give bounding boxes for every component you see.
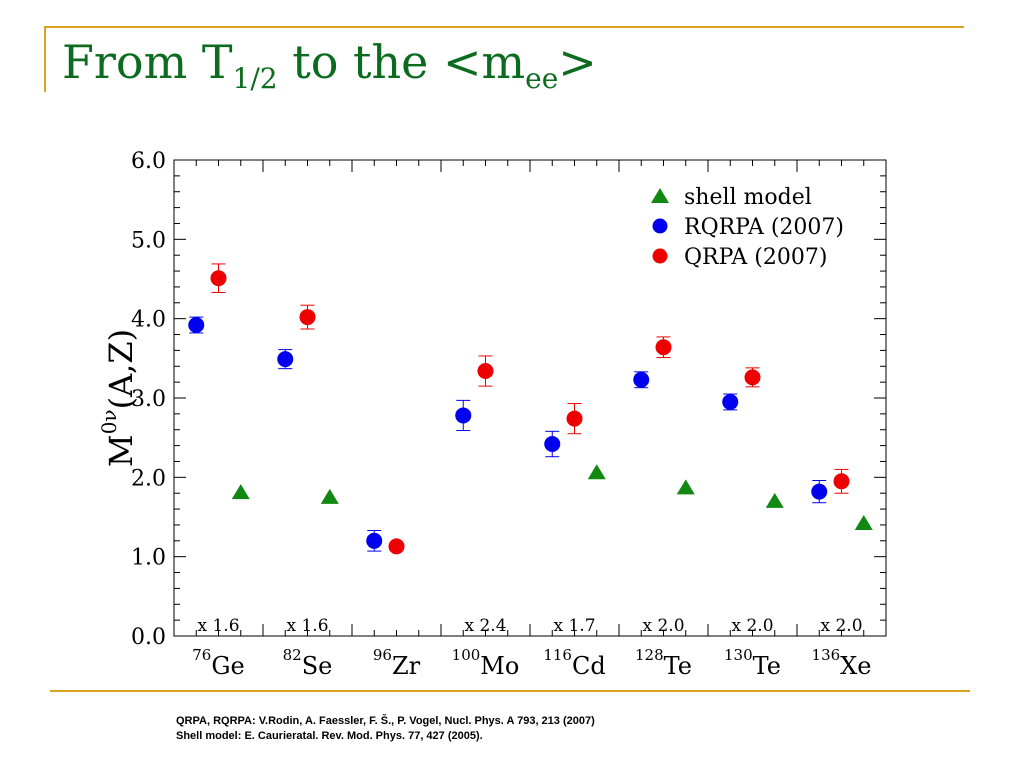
title-part-3: > bbox=[558, 35, 597, 89]
shell-model-point bbox=[854, 515, 873, 531]
scale-factor-label: x 2.0 bbox=[642, 616, 684, 636]
title-subscript-half: 1/2 bbox=[232, 62, 278, 95]
y-tick-label: 2.0 bbox=[131, 466, 166, 491]
qrpa-2007-point bbox=[833, 473, 850, 490]
frame-line-bottom bbox=[50, 690, 970, 692]
qrpa-2007-point bbox=[566, 410, 583, 427]
shell-model-point bbox=[231, 484, 250, 500]
rqrpa-2007-point bbox=[277, 351, 294, 368]
qrpa-2007-point bbox=[299, 309, 316, 326]
legend-marker-qrpa-2007 bbox=[652, 248, 668, 264]
frame-line-top bbox=[44, 26, 964, 28]
y-tick-label: 3.0 bbox=[131, 387, 166, 412]
slide-title: From T1/2 to the <mee> bbox=[62, 36, 597, 95]
y-axis-label: M0ν(A,Z) bbox=[97, 329, 140, 467]
y-tick-label: 4.0 bbox=[131, 308, 166, 333]
x-category-label: 76Ge bbox=[192, 646, 244, 680]
references: QRPA, RQRPA: V.Rodin, A. Faessler, F. Š.… bbox=[176, 714, 595, 744]
x-category-label: 128Te bbox=[635, 646, 692, 680]
x-category-label: 100Mo bbox=[452, 646, 520, 680]
qrpa-2007-point bbox=[388, 538, 405, 555]
x-category-label: 136Xe bbox=[812, 646, 872, 680]
scale-factor-label: x 2.0 bbox=[731, 616, 773, 636]
legend-marker-shell-model bbox=[651, 188, 669, 203]
qrpa-2007-point bbox=[477, 363, 494, 380]
scale-factor-label: x 1.6 bbox=[286, 616, 328, 636]
scale-factor-label: x 2.4 bbox=[464, 616, 506, 636]
x-category-label: 130Te bbox=[724, 646, 781, 680]
rqrpa-2007-point bbox=[722, 393, 739, 410]
y-tick-label: 5.0 bbox=[131, 228, 166, 253]
rqrpa-2007-point bbox=[188, 317, 205, 334]
y-tick-label: 1.0 bbox=[131, 546, 166, 571]
scale-factor-label: x 1.6 bbox=[197, 616, 239, 636]
legend-label-shell-model: shell model bbox=[684, 185, 812, 210]
legend-label-qrpa-2007: QRPA (2007) bbox=[684, 245, 827, 270]
title-part-1: From T bbox=[62, 35, 233, 89]
rqrpa-2007-point bbox=[366, 532, 383, 549]
shell-model-point bbox=[676, 479, 695, 495]
frame-line-left bbox=[44, 26, 46, 92]
title-subscript-ee: ee bbox=[525, 62, 559, 95]
scale-factor-label: x 2.0 bbox=[820, 616, 862, 636]
qrpa-2007-point bbox=[655, 339, 672, 356]
scale-factor-label: x 1.7 bbox=[553, 616, 595, 636]
reference-shell-model: Shell model: E. Caurieratal. Rev. Mod. P… bbox=[176, 730, 483, 742]
shell-model-point bbox=[587, 464, 606, 480]
qrpa-2007-point bbox=[210, 270, 227, 287]
x-category-label: 116Cd bbox=[543, 646, 605, 680]
legend-marker-rqrpa-2007 bbox=[652, 218, 668, 234]
rqrpa-2007-point bbox=[633, 371, 650, 388]
y-tick-label: 6.0 bbox=[131, 149, 166, 174]
reference-qrpa: QRPA, RQRPA: V.Rodin, A. Faessler, F. Š.… bbox=[176, 715, 595, 727]
shell-model-point bbox=[765, 492, 784, 508]
title-part-2: to the <m bbox=[277, 35, 526, 89]
legend-label-rqrpa-2007: RQRPA (2007) bbox=[684, 215, 844, 240]
rqrpa-2007-point bbox=[811, 483, 828, 500]
qrpa-2007-point bbox=[744, 369, 761, 386]
x-category-label: 82Se bbox=[283, 646, 333, 680]
y-tick-label: 0.0 bbox=[131, 625, 166, 650]
rqrpa-2007-point bbox=[544, 436, 561, 453]
shell-model-point bbox=[320, 488, 339, 504]
rqrpa-2007-point bbox=[455, 407, 472, 424]
x-category-label: 96Zr bbox=[373, 646, 421, 680]
